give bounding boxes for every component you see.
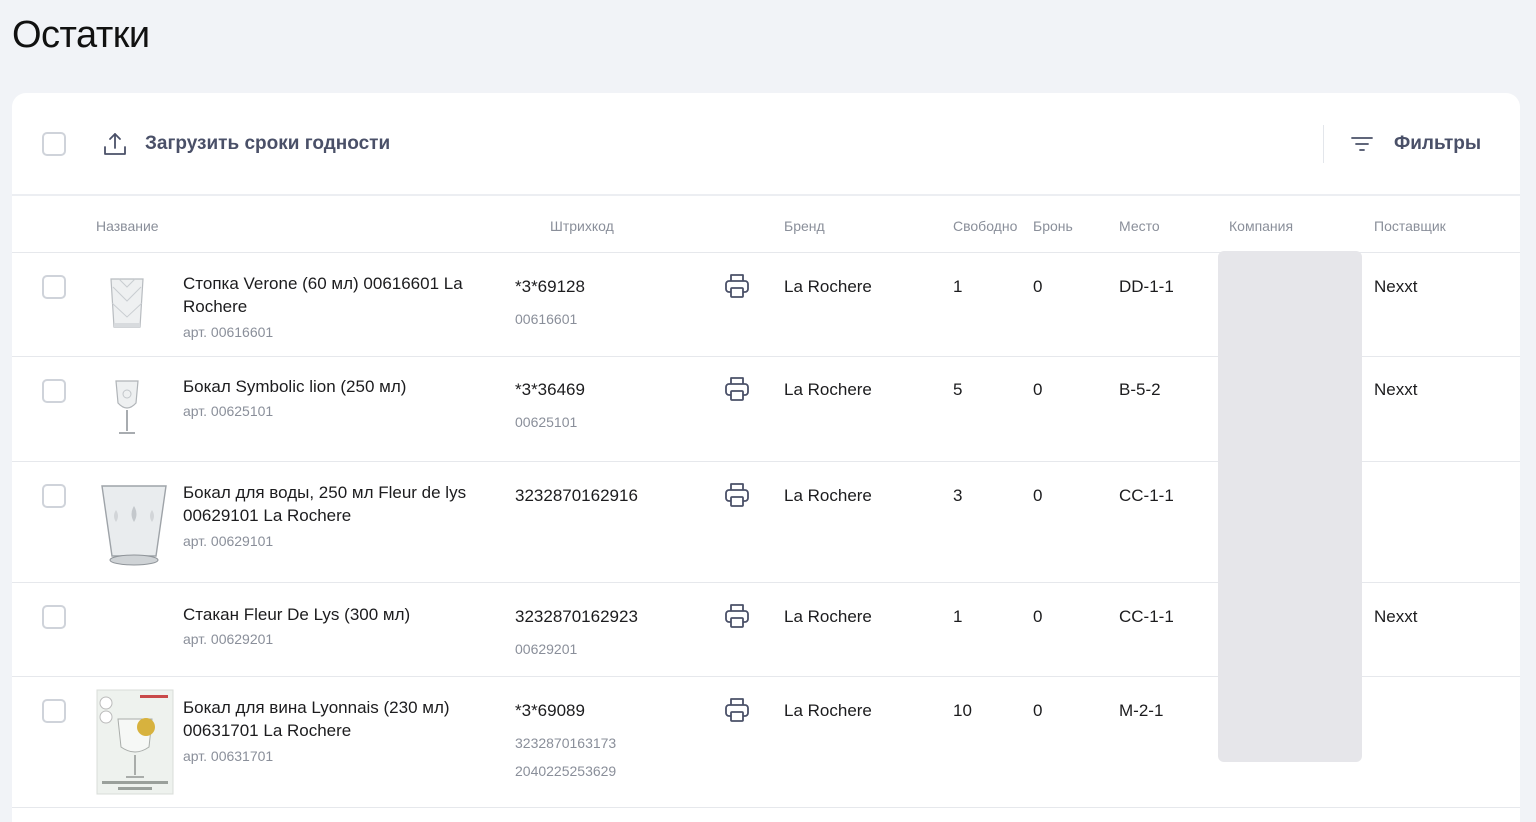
product-name[interactable]: Стопка Verone (60 мл) 00616601 La Rocher…	[183, 274, 463, 316]
row-checkbox[interactable]	[42, 699, 66, 723]
free-qty: 3	[953, 486, 963, 505]
product-article: арт. 00629201	[183, 631, 274, 647]
column-header-company[interactable]: Компания	[1229, 218, 1294, 234]
barcode-extra: 00629201	[515, 641, 578, 657]
brand: La Rochere	[784, 380, 872, 399]
product-thumbnail	[101, 485, 167, 566]
column-header-name[interactable]: Название	[96, 218, 159, 234]
reserve-qty: 0	[1033, 486, 1043, 505]
row-checkbox[interactable]	[42, 484, 66, 508]
column-header-reserve[interactable]: Бронь	[1033, 218, 1073, 234]
product-name[interactable]: Бокал Symbolic lion (250 мл)	[183, 377, 407, 396]
product-thumbnail	[96, 689, 174, 795]
table-row[interactable]: Стопка Verone (60 мл) 00616601 La Rocher…	[12, 253, 1520, 357]
place: CC-1-1	[1119, 486, 1174, 505]
reserve-qty: 0	[1033, 607, 1043, 626]
filter-icon[interactable]	[1350, 133, 1374, 155]
reserve-qty: 0	[1033, 380, 1043, 399]
barcode-extra: 00625101	[515, 414, 578, 430]
brand: La Rochere	[784, 701, 872, 720]
select-all-checkbox[interactable]	[42, 132, 66, 156]
supplier: Nexxt	[1374, 380, 1418, 399]
table-row[interactable]: Бокал Symbolic lion (250 мл) арт. 006251…	[12, 357, 1520, 462]
free-qty: 1	[953, 607, 963, 626]
toolbar-divider	[1323, 125, 1324, 163]
brand: La Rochere	[784, 607, 872, 626]
table-row[interactable]: Стакан Fleur De Lys (300 мл) арт. 006292…	[12, 583, 1520, 677]
product-article: арт. 00631701	[183, 748, 274, 764]
product-name[interactable]: Бокал для воды, 250 мл Fleur de lys 0062…	[183, 483, 467, 525]
column-header-brand[interactable]: Бренд	[784, 218, 825, 234]
product-name[interactable]: Стакан Fleur De Lys (300 мл)	[183, 605, 411, 624]
place: CC-1-1	[1119, 607, 1174, 626]
printer-icon[interactable]	[723, 272, 751, 300]
product-article: арт. 00629101	[183, 533, 274, 549]
row-checkbox[interactable]	[42, 605, 66, 629]
free-qty: 5	[953, 380, 963, 399]
free-qty: 10	[953, 701, 972, 720]
product-article: арт. 00616601	[183, 324, 274, 340]
printer-icon[interactable]	[723, 481, 751, 509]
filters-button[interactable]: Фильтры	[1394, 133, 1482, 154]
upload-expiry-button[interactable]: Загрузить сроки годности	[145, 133, 391, 154]
place: B-5-2	[1119, 380, 1161, 399]
reserve-qty: 0	[1033, 277, 1043, 296]
upload-icon[interactable]	[102, 131, 128, 157]
table-row[interactable]: Бокал для вина Lyonnais (230 мл) 0063170…	[12, 677, 1520, 808]
product-name[interactable]: Бокал для вина Lyonnais (230 мл) 0063170…	[183, 698, 450, 740]
barcode: *3*36469	[515, 380, 585, 399]
column-header-barcode[interactable]: Штрихкод	[550, 218, 614, 234]
company-column-redacted	[1218, 251, 1362, 762]
reserve-qty: 0	[1033, 701, 1043, 720]
printer-icon[interactable]	[723, 602, 751, 630]
barcode: 3232870162916	[515, 486, 638, 505]
stock-table-card: Загрузить сроки годности Фильтры Названи…	[12, 93, 1520, 822]
supplier: Nexxt	[1374, 277, 1418, 296]
place: DD-1-1	[1119, 277, 1174, 296]
table-header: Название Штрихкод Бренд Свободно Бронь М…	[12, 198, 1520, 253]
barcode-extra: 3232870163173	[515, 735, 617, 751]
product-article: арт. 00625101	[183, 403, 274, 419]
product-thumbnail	[110, 278, 144, 328]
brand: La Rochere	[784, 486, 872, 505]
column-header-supplier[interactable]: Поставщик	[1374, 218, 1446, 234]
product-thumbnail	[115, 380, 139, 434]
barcode-extra: 2040225253629	[515, 763, 617, 779]
column-header-free[interactable]: Свободно	[953, 218, 1018, 234]
page-title: Остатки	[12, 14, 150, 56]
place: M-2-1	[1119, 701, 1164, 720]
printer-icon[interactable]	[723, 375, 751, 403]
supplier: Nexxt	[1374, 607, 1418, 626]
table-row[interactable]: Бокал для воды, 250 мл Fleur de lys 0062…	[12, 462, 1520, 583]
barcode: *3*69128	[515, 277, 585, 296]
column-header-place[interactable]: Место	[1119, 218, 1160, 234]
row-checkbox[interactable]	[42, 379, 66, 403]
row-checkbox[interactable]	[42, 275, 66, 299]
table-toolbar: Загрузить сроки годности Фильтры	[12, 93, 1520, 196]
printer-icon[interactable]	[723, 696, 751, 724]
brand: La Rochere	[784, 277, 872, 296]
barcode-extra: 00616601	[515, 311, 578, 327]
barcode: *3*69089	[515, 701, 585, 720]
free-qty: 1	[953, 277, 963, 296]
barcode: 3232870162923	[515, 607, 638, 626]
